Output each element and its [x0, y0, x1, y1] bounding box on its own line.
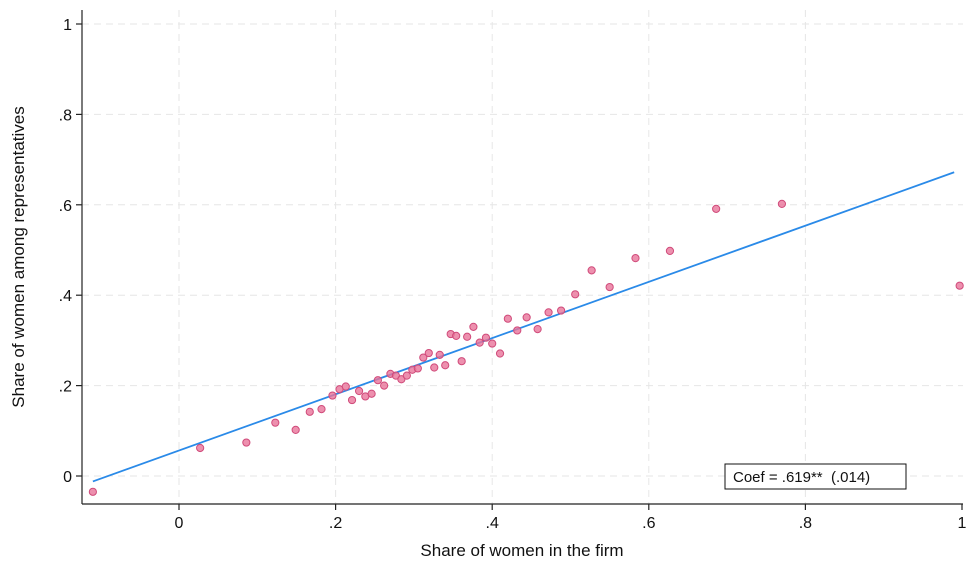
scatter-points — [88, 199, 964, 496]
scatter-point — [242, 438, 251, 447]
fit-line — [92, 171, 955, 483]
y-axis-title: Share of women among representatives — [9, 106, 28, 407]
scatter-point — [533, 325, 542, 334]
scatter-point — [435, 350, 444, 359]
scatter-point — [463, 332, 472, 341]
axes — [81, 10, 963, 505]
scatter-point — [457, 357, 466, 366]
scatter-point — [430, 363, 439, 372]
scatter-point — [665, 246, 675, 256]
gridlines — [82, 10, 963, 504]
scatter-point — [605, 282, 614, 292]
scatter-point — [424, 348, 433, 358]
scatter-point — [481, 333, 491, 342]
scatter-point — [317, 405, 326, 414]
scatter-point — [328, 391, 337, 400]
scatter-point — [441, 361, 450, 370]
y-tick-label: .8 — [59, 107, 72, 124]
scatter-point — [341, 382, 350, 391]
scatter-point — [955, 281, 964, 290]
annotation-box — [724, 463, 907, 490]
scatter-point — [544, 308, 553, 317]
annotation-text: Coef = .619** (.014) — [733, 469, 870, 486]
scatter-point — [380, 381, 389, 390]
scatter-point — [88, 487, 97, 496]
scatter-point — [373, 376, 382, 385]
scatter-point — [452, 331, 461, 340]
x-axis-ticks: 0 .2 .4 .6 .8 1 — [175, 504, 967, 532]
x-tick-label: .2 — [329, 515, 342, 532]
scatter-point — [419, 353, 428, 362]
scatter-point — [503, 314, 512, 323]
scatter-point — [271, 418, 280, 427]
scatter-point — [347, 395, 357, 405]
y-axis-ticks: 0 .2 .4 .6 .8 1 — [59, 17, 82, 486]
scatter-point — [413, 364, 422, 373]
x-tick-label: .4 — [486, 515, 499, 532]
scatter-point — [488, 339, 497, 348]
scatter-point — [475, 338, 484, 347]
scatter-point — [367, 389, 376, 398]
y-tick-label: .4 — [59, 288, 72, 305]
scatter-point — [305, 407, 314, 416]
fit-line-group — [92, 171, 955, 483]
x-tick-label: .8 — [799, 515, 812, 532]
scatter-point — [354, 386, 364, 396]
y-tick-label: .6 — [59, 198, 72, 215]
scatter-point — [291, 425, 300, 434]
scatter-point — [522, 313, 531, 322]
x-tick-label: 1 — [958, 515, 967, 532]
scatter-point — [495, 349, 505, 358]
x-tick-label: 0 — [175, 515, 184, 532]
y-tick-label: .2 — [59, 379, 72, 396]
scatter-point — [469, 322, 478, 331]
x-axis-title: Share of women in the firm — [420, 541, 623, 560]
y-tick-label: 0 — [63, 469, 72, 486]
scatter-point — [712, 204, 721, 213]
scatter-point — [631, 254, 640, 263]
scatter-point — [513, 326, 522, 335]
scatter-point — [402, 371, 411, 380]
scatter-point — [196, 443, 205, 453]
x-tick-label: .6 — [642, 515, 655, 532]
scatter-point — [557, 306, 566, 315]
coefficient-annotation: Coef = .619** (.014) — [724, 463, 907, 490]
scatter-point — [571, 290, 580, 299]
scatter-point — [777, 199, 787, 208]
y-tick-label: 1 — [63, 17, 72, 34]
scatter-point — [587, 266, 596, 275]
